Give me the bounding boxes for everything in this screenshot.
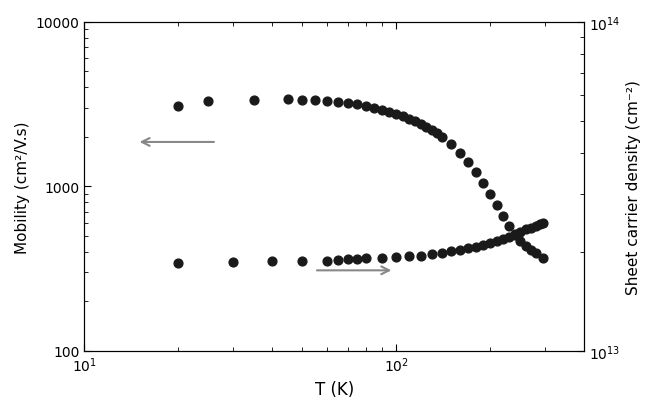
Point: [410, 119, 420, 125]
Point: [455, 247, 465, 254]
Point: [310, 97, 321, 104]
Point: [361, 103, 371, 110]
Point: [322, 98, 333, 105]
Point: [426, 128, 437, 134]
Point: [498, 236, 508, 243]
Point: [491, 238, 502, 244]
Point: [491, 202, 502, 209]
Point: [520, 243, 531, 249]
Point: [352, 256, 363, 263]
Y-axis label: Mobility (cm²/V.s): Mobility (cm²/V.s): [15, 121, 30, 253]
Point: [249, 97, 259, 104]
Point: [504, 234, 514, 241]
Point: [267, 259, 277, 265]
Point: [510, 232, 520, 238]
Point: [485, 240, 495, 247]
Point: [391, 254, 401, 261]
Point: [463, 245, 474, 252]
Point: [537, 255, 548, 261]
Point: [432, 131, 442, 138]
Point: [322, 258, 333, 264]
Point: [515, 229, 525, 236]
Point: [404, 253, 415, 260]
Point: [520, 227, 531, 233]
Point: [297, 258, 308, 264]
Point: [463, 159, 474, 166]
Point: [416, 253, 426, 259]
Point: [478, 242, 489, 249]
Point: [485, 191, 495, 198]
Point: [525, 225, 536, 231]
Point: [369, 105, 379, 112]
Point: [437, 250, 447, 256]
Point: [384, 109, 394, 116]
Point: [377, 107, 387, 114]
Point: [398, 114, 408, 120]
Point: [446, 142, 457, 148]
Point: [525, 247, 536, 254]
Point: [498, 213, 508, 219]
X-axis label: T (K): T (K): [314, 380, 354, 398]
Point: [228, 259, 238, 266]
Point: [361, 256, 371, 262]
Point: [510, 232, 520, 238]
Point: [377, 255, 387, 261]
Point: [455, 150, 465, 157]
Point: [404, 116, 415, 123]
Point: [333, 100, 343, 106]
Point: [504, 223, 514, 230]
Point: [283, 97, 293, 103]
Point: [416, 121, 426, 128]
Point: [437, 135, 447, 141]
Point: [333, 257, 343, 263]
Point: [173, 260, 184, 267]
Point: [535, 221, 546, 228]
Point: [531, 223, 541, 230]
Point: [426, 251, 437, 258]
Point: [470, 244, 481, 251]
Y-axis label: Sheet carrier density (cm⁻²): Sheet carrier density (cm⁻²): [626, 80, 641, 294]
Point: [342, 100, 353, 107]
Point: [342, 256, 353, 263]
Point: [421, 124, 432, 131]
Point: [470, 169, 481, 176]
Point: [515, 238, 525, 245]
Point: [478, 180, 489, 187]
Point: [352, 102, 363, 108]
Point: [537, 220, 548, 227]
Point: [446, 248, 457, 255]
Point: [203, 98, 214, 105]
Point: [531, 250, 541, 257]
Point: [173, 103, 184, 109]
Point: [297, 97, 308, 104]
Point: [391, 111, 401, 118]
